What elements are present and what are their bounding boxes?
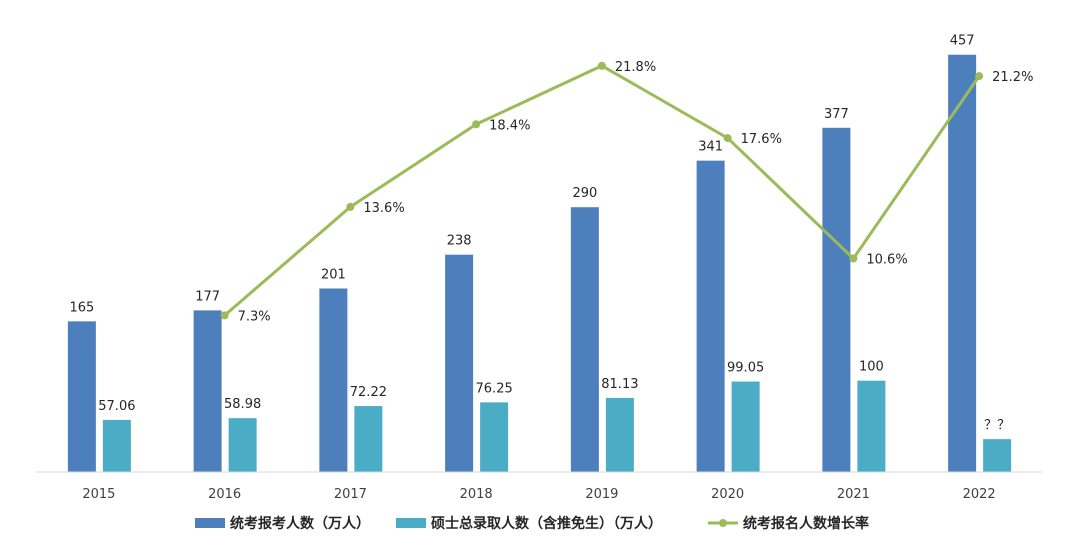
x-tick-2019: 2019: [585, 487, 618, 502]
growth-point-2016: [220, 311, 229, 320]
label-applicants-2016: 177: [195, 289, 220, 304]
growth-label-2021: 10.6%: [866, 253, 907, 268]
label-admissions-2022: ？？: [984, 418, 1010, 433]
label-applicants-2015: 165: [69, 300, 94, 315]
x-tick-2022: 2022: [963, 487, 996, 502]
x-tick-2015: 2015: [82, 487, 115, 502]
bars-layer: [67, 54, 1012, 473]
bar-applicants-2017: [319, 288, 348, 472]
label-admissions-2020: 99.05: [727, 361, 764, 376]
bar-admissions-2016: [228, 418, 257, 472]
growth-point-2022: [975, 72, 984, 81]
growth-point-2017: [346, 202, 355, 211]
label-applicants-2022: 457: [950, 34, 975, 49]
label-admissions-2015: 57.06: [98, 399, 135, 414]
x-tick-2016: 2016: [208, 487, 241, 502]
growth-label-2017: 13.6%: [363, 201, 404, 216]
growth-label-2020: 17.6%: [741, 132, 782, 147]
x-tick-2018: 2018: [460, 487, 493, 502]
bar-applicants-2018: [445, 254, 474, 472]
bar-applicants-2019: [570, 207, 599, 472]
legend-swatch-admissions: [396, 518, 426, 528]
label-admissions-2021: 100: [859, 360, 884, 375]
bar-applicants-2015: [67, 321, 96, 472]
growth-label-2019: 21.8%: [615, 60, 656, 75]
legend-marker-growth: [719, 519, 727, 527]
line-layer: [220, 61, 984, 320]
bar-applicants-2022: [948, 54, 977, 472]
growth-label-2018: 18.4%: [489, 118, 530, 133]
legend: 统考报考人数（万人） 硕士总录取人数（含推免生）（万人） 统考报名人数增长率: [195, 515, 869, 532]
legend-label-admissions: 硕士总录取人数（含推免生）（万人）: [431, 515, 662, 532]
bar-admissions-2018: [480, 402, 509, 472]
legend-label-growth: 统考报名人数增长率: [743, 515, 869, 532]
growth-point-2018: [472, 120, 481, 129]
legend-swatch-applicants: [195, 518, 225, 528]
bar-admissions-2017: [354, 406, 383, 472]
bar-applicants-2020: [696, 160, 725, 473]
label-admissions-2017: 72.22: [350, 385, 387, 400]
bar-admissions-2015: [102, 419, 131, 472]
x-tick-2020: 2020: [711, 487, 744, 502]
bar-admissions-2019: [605, 397, 634, 472]
bar-admissions-2022: [983, 439, 1012, 472]
growth-point-2021: [849, 254, 858, 263]
x-tick-2021: 2021: [837, 487, 870, 502]
bar-applicants-2016: [193, 310, 222, 472]
label-admissions-2018: 76.25: [476, 381, 513, 396]
label-admissions-2019: 81.13: [601, 377, 638, 392]
growth-label-2022: 21.2%: [992, 70, 1033, 85]
bar-applicants-2021: [822, 127, 851, 473]
growth-point-2019: [597, 61, 606, 70]
bar-admissions-2020: [731, 381, 760, 472]
label-applicants-2020: 341: [698, 140, 723, 155]
bar-admissions-2021: [857, 380, 886, 472]
growth-label-2016: 7.3%: [238, 309, 271, 324]
x-tick-2017: 2017: [334, 487, 367, 502]
labels-layer: 165 57.06 177 58.98 201 72.22 238 76.25 290 81.13…: [69, 34, 1033, 433]
label-applicants-2017: 201: [321, 267, 346, 282]
label-applicants-2021: 377: [824, 107, 849, 122]
label-applicants-2018: 238: [447, 234, 472, 249]
growth-point-2020: [723, 134, 732, 143]
label-admissions-2016: 58.98: [224, 397, 261, 412]
legend-label-applicants: 统考报考人数（万人）: [230, 515, 370, 532]
label-applicants-2019: 290: [572, 186, 597, 201]
x-axis-ticks: 2015 2016 2017 2018 2019 2020 2021 2022: [82, 487, 995, 502]
